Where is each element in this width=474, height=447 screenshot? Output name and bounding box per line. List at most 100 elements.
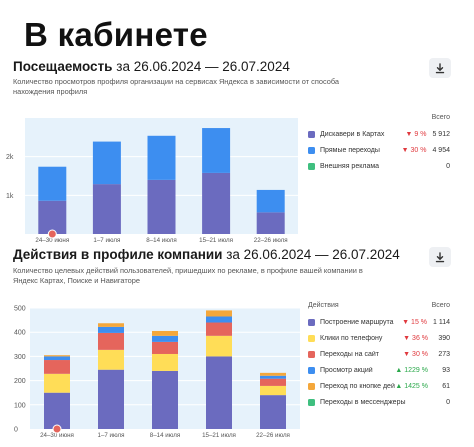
x-tick-label: 15–21 июля xyxy=(202,432,236,439)
x-tick-label: 8–14 июля xyxy=(146,237,176,244)
actions-legend: Действия Всего Построение маршрута ▼ 15 % 1 … xyxy=(308,302,450,414)
y-tick-label: 500 xyxy=(14,306,26,313)
bar-segment[interactable] xyxy=(44,373,70,393)
legend-total: 93 xyxy=(442,366,450,374)
bar-segment[interactable] xyxy=(206,356,232,429)
bar-segment[interactable] xyxy=(44,360,70,374)
legend-swatch xyxy=(308,146,315,154)
section-period: за 26.06.2024 — 26.07.2024 xyxy=(226,247,400,262)
y-tick-label: 400 xyxy=(14,330,26,337)
event-marker[interactable] xyxy=(47,229,57,239)
bar-segment[interactable] xyxy=(202,128,231,173)
legend-swatch xyxy=(308,398,315,406)
legend-change: ▼ 36 % xyxy=(403,334,428,342)
legend-swatch xyxy=(308,130,315,138)
legend-item[interactable]: Построение маршрута ▼ 15 % 1 114 xyxy=(308,316,450,328)
legend-total: 4 954 xyxy=(432,146,450,154)
legend-swatch xyxy=(308,162,315,170)
bar-segment[interactable] xyxy=(256,189,285,213)
bar-segment[interactable] xyxy=(206,310,232,317)
bar-segment[interactable] xyxy=(38,200,67,234)
legend-item[interactable]: Переход по кнопке действия▲ 1425 % 61 xyxy=(308,380,450,392)
section-title-visits: Посещаемость за 26.06.2024 — 26.07.2024 xyxy=(13,59,290,74)
bar-segment[interactable] xyxy=(152,353,178,371)
section-title-text: Посещаемость xyxy=(13,59,113,74)
bar-segment[interactable] xyxy=(206,335,232,357)
legend-label: Просмотр акций xyxy=(320,366,373,374)
bar-segment[interactable] xyxy=(202,172,231,234)
visits-chart: 1k 2k 24–30 июня 1–7 июля 8–14 июля 15–21 июл… xyxy=(0,118,300,244)
legend-label: Клики по телефону xyxy=(320,334,383,342)
legend-item[interactable]: Прямые переходы ▼ 30 % 4 954 xyxy=(308,144,450,156)
section-title-text: Действия в профиле компании xyxy=(13,247,223,262)
y-tick-label: 0 xyxy=(14,427,18,434)
page-title: В кабинете xyxy=(24,16,208,53)
legend-item[interactable]: Внешняя реклама 0 xyxy=(308,160,450,172)
bar-segment[interactable] xyxy=(98,369,124,429)
legend-total: 1 114 xyxy=(433,318,450,326)
download-icon xyxy=(435,62,445,73)
legend-item[interactable]: Дискавери в Картах ▼ 9 % 5 912 xyxy=(308,128,450,140)
legend-swatch xyxy=(308,334,315,342)
bar-segment[interactable] xyxy=(44,356,70,361)
bar-segment[interactable] xyxy=(260,395,286,429)
bar-segment[interactable] xyxy=(260,375,286,379)
x-tick-label: 1–7 июля xyxy=(93,237,120,244)
bar-segment[interactable] xyxy=(152,335,178,342)
x-tick-label: 22–26 июля xyxy=(254,237,288,244)
legend-label: Переходы в мессенджеры xyxy=(320,398,406,406)
bar-segment[interactable] xyxy=(152,370,178,429)
legend-total: 390 xyxy=(438,334,450,342)
legend-item[interactable]: Клики по телефону ▼ 36 % 390 xyxy=(308,332,450,344)
legend-item[interactable]: Просмотр акций ▲ 1229 % 93 xyxy=(308,364,450,376)
bar-segment[interactable] xyxy=(206,316,232,323)
legend-label: Переходы на сайт xyxy=(320,350,379,358)
legend-header-total: Всего xyxy=(431,302,450,309)
legend-label: Прямые переходы xyxy=(320,146,380,154)
legend-total: 273 xyxy=(438,350,450,358)
x-tick-label: 8–14 июля xyxy=(150,432,180,439)
legend-swatch xyxy=(308,350,315,358)
legend-label: Переход по кнопке действия xyxy=(320,382,395,390)
bar-segment[interactable] xyxy=(147,135,176,180)
bar-segment[interactable] xyxy=(44,392,70,429)
y-tick-label: 100 xyxy=(14,402,26,409)
bar-segment[interactable] xyxy=(98,349,124,370)
bar-segment[interactable] xyxy=(98,332,124,350)
bar-segment[interactable] xyxy=(92,184,121,234)
legend-swatch xyxy=(308,366,315,374)
bar-segment[interactable] xyxy=(44,355,70,357)
section-description: Количество просмотров профиля организаци… xyxy=(13,77,340,96)
download-button[interactable] xyxy=(429,58,451,78)
bar-segment[interactable] xyxy=(256,212,285,234)
bar-segment[interactable] xyxy=(38,166,67,201)
bar-segment[interactable] xyxy=(152,341,178,354)
bar-segment[interactable] xyxy=(98,323,124,327)
bar-segment[interactable] xyxy=(206,322,232,336)
legend-change: ▲ 1425 % xyxy=(395,382,428,390)
legend-total: 0 xyxy=(446,398,450,406)
download-button[interactable] xyxy=(429,247,451,267)
legend-total: 5 912 xyxy=(432,130,450,138)
bar-segment[interactable] xyxy=(260,378,286,386)
legend-swatch xyxy=(308,382,315,390)
chart-svg: 0 100 200 300 400 500 24–30 июня 1–7 июля 8–14 и… xyxy=(14,306,300,439)
legend-item[interactable]: Переходы на сайт ▼ 30 % 273 xyxy=(308,348,450,360)
section-title-actions: Действия в профиле компании за 26.06.202… xyxy=(13,247,400,262)
bar-segment[interactable] xyxy=(147,179,176,234)
legend-total: 61 xyxy=(442,382,450,390)
bar-segment[interactable] xyxy=(98,326,124,333)
x-tick-label: 24–30 июня xyxy=(40,432,74,439)
legend-item[interactable]: Переходы в мессенджеры 0 xyxy=(308,396,450,408)
x-tick-label: 24–30 июня xyxy=(35,237,69,244)
legend-swatch xyxy=(308,318,315,326)
event-marker[interactable] xyxy=(52,424,62,434)
legend-label: Построение маршрута xyxy=(320,318,394,326)
bar-segment[interactable] xyxy=(152,330,178,336)
y-tick-label: 1k xyxy=(6,193,14,200)
chart-svg: 1k 2k 24–30 июня 1–7 июля 8–14 июля 15–21 июл… xyxy=(6,118,298,244)
bar-segment[interactable] xyxy=(92,141,121,185)
x-tick-label: 22–26 июля xyxy=(256,432,290,439)
bar-segment[interactable] xyxy=(260,385,286,396)
bar-segment[interactable] xyxy=(260,372,286,376)
